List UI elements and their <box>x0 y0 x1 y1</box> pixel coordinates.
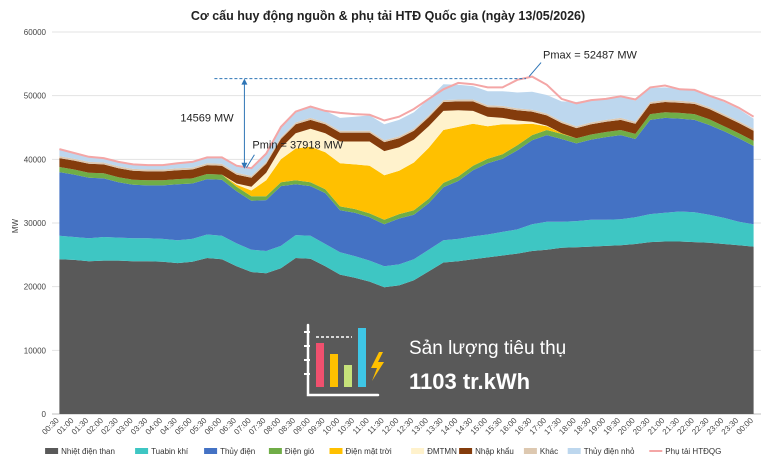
area-series <box>59 211 754 288</box>
legend-label: Điện gió <box>285 447 315 456</box>
range-arrow-head-top <box>241 78 248 85</box>
legend-item: Phụ tải HTĐQG <box>649 447 721 456</box>
range-arrow-head-bottom <box>241 162 248 169</box>
legend-swatch <box>523 448 537 454</box>
stacked-areas <box>59 84 754 414</box>
load-line-group <box>59 75 755 170</box>
y-tick-label: 10000 <box>24 346 47 355</box>
info-box: Sản lượng tiêu thụ 1103 tr.kWh <box>304 323 566 397</box>
area-series <box>59 112 754 225</box>
legend-item: Điện mặt trời <box>329 447 392 456</box>
pmin-leader-line <box>245 154 255 169</box>
annotations: Pmax = 52487 MW Pmin = 37918 MW 14569 MW <box>180 50 638 169</box>
pmax-leader-line <box>528 62 542 77</box>
pmax-label: Pmax = 52487 MW <box>543 50 637 62</box>
y-tick-label: 40000 <box>24 155 47 164</box>
legend-item: ĐMTMN <box>411 447 457 456</box>
y-tick-label: 60000 <box>24 28 47 37</box>
legend-item: Điện gió <box>268 447 315 456</box>
x-axis-ticks: 00:3001:0001:3002:0002:3003:0003:3004:00… <box>40 416 755 437</box>
legend-label: Thủy điện <box>220 447 255 456</box>
legend-item: Nhập khẩu <box>459 447 514 456</box>
area-series <box>59 110 754 191</box>
legend-item: Nhiệt điện than <box>45 447 115 456</box>
legend-item: Thủy điện <box>204 447 255 456</box>
legend-swatch <box>204 448 218 454</box>
legend-swatch <box>411 448 425 454</box>
area-series <box>59 101 754 187</box>
consumption-value: 1103 tr.kWh <box>409 369 530 394</box>
area-series <box>59 112 754 220</box>
legend-item: Khác <box>523 447 558 456</box>
legend-label: Nhập khẩu <box>475 447 514 456</box>
y-tick-label: 20000 <box>24 283 47 292</box>
legend-label: Tuabin khí <box>151 447 189 456</box>
legend-swatch <box>268 448 282 454</box>
pmin-label: Pmin = 37918 MW <box>252 140 343 152</box>
area-series <box>59 84 754 176</box>
legend-swatch <box>459 448 473 454</box>
legend-swatch <box>329 448 343 454</box>
legend-label: Thủy điện nhỏ <box>584 447 635 456</box>
y-axis-ticks: 0 10000 20000 30000 40000 50000 60000 <box>24 28 47 419</box>
consumption-label: Sản lượng tiêu thụ <box>409 338 566 359</box>
y-tick-label: 50000 <box>24 92 47 101</box>
range-label: 14569 MW <box>180 113 234 125</box>
area-series <box>59 99 754 178</box>
y-tick-label: 30000 <box>24 219 47 228</box>
legend-item: Tuabin khí <box>135 447 189 456</box>
area-series <box>59 117 754 267</box>
legend-label: Phụ tải HTĐQG <box>665 447 721 456</box>
legend-label: Điện mặt trời <box>346 447 392 456</box>
x-tick-label: 00:00 <box>735 416 756 437</box>
y-axis-label: MW <box>11 218 20 233</box>
legend-label: Nhiệt điện than <box>61 447 115 456</box>
legend-label: ĐMTMN <box>427 447 457 456</box>
chart-title: Cơ cấu huy động nguồn & phụ tải HTĐ Quốc… <box>191 9 585 23</box>
legend: Nhiệt điện than Tuabin khí Thủy điện Điện g… <box>45 447 721 456</box>
bar-chart-lightning-icon <box>304 323 384 397</box>
legend-swatch <box>567 448 581 454</box>
y-tick-label: 0 <box>42 410 47 419</box>
legend-item: Thủy điện nhỏ <box>567 447 635 456</box>
legend-swatch <box>135 448 149 454</box>
load-line <box>59 75 755 170</box>
area-series <box>59 241 754 414</box>
legend-swatch <box>45 448 59 454</box>
legend-label: Khác <box>540 447 558 456</box>
